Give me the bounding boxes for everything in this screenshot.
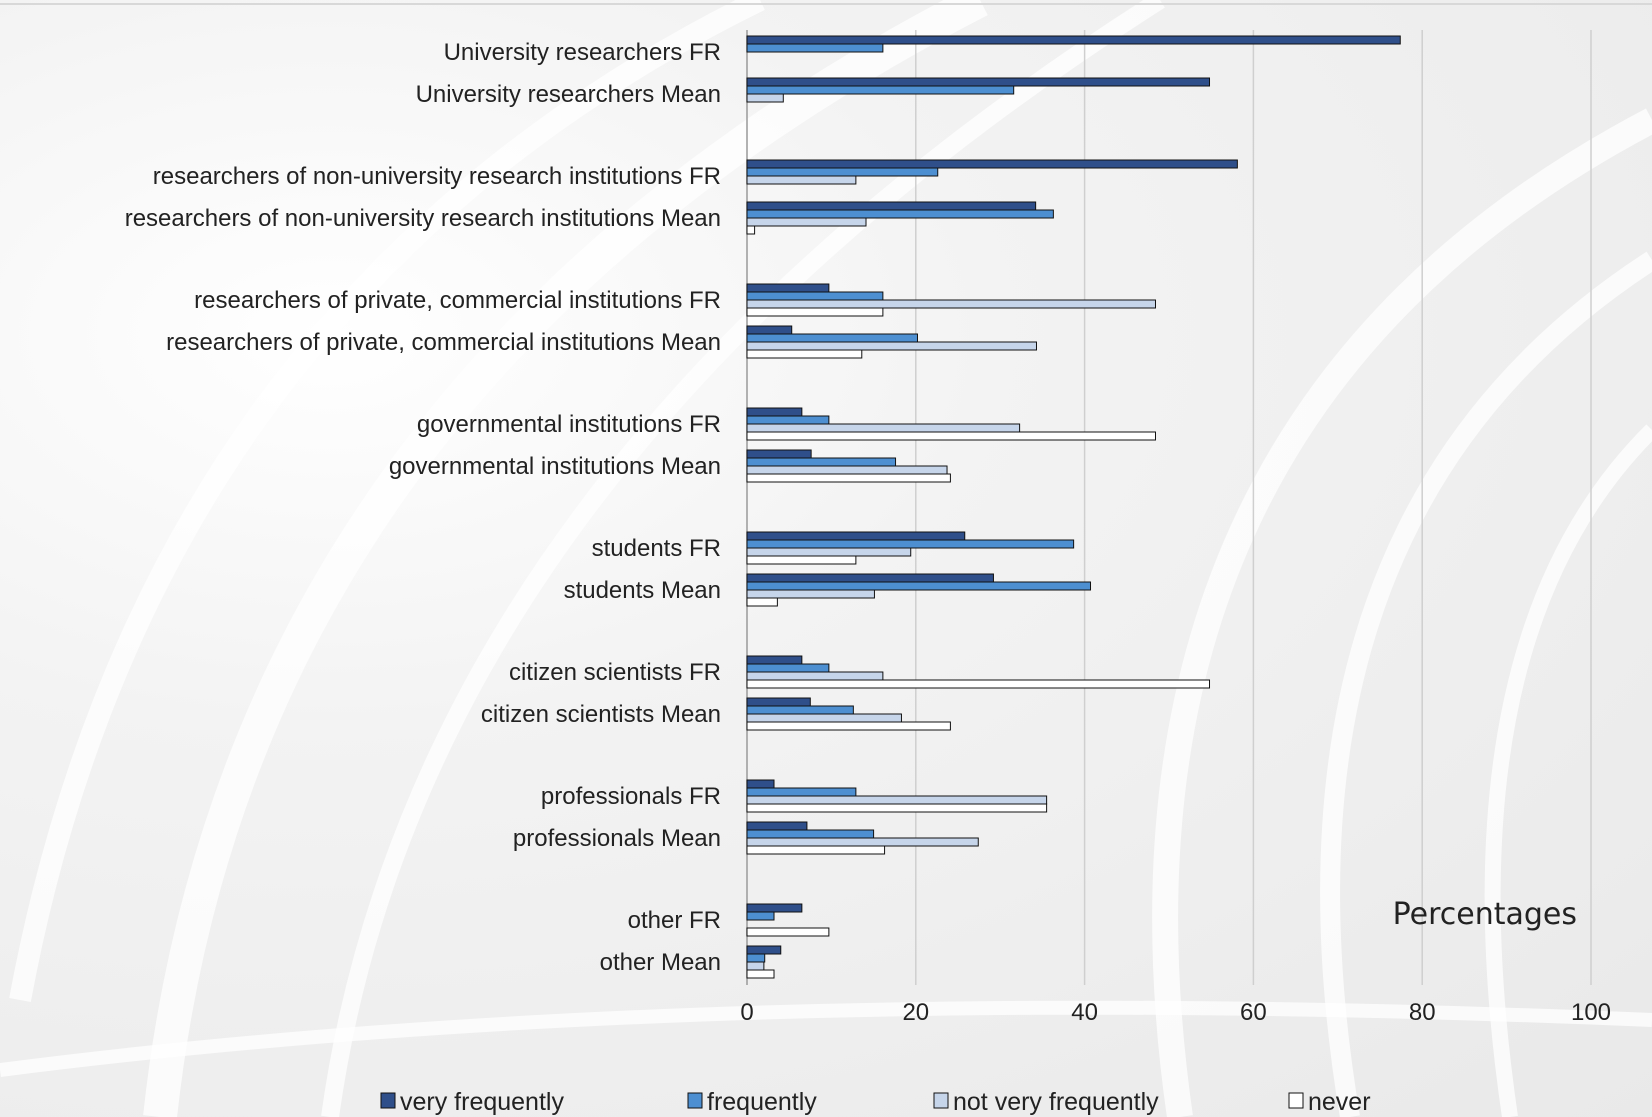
bar-frequently <box>746 953 766 963</box>
bar-frequently <box>746 209 1054 219</box>
bar-not-very-frequently <box>746 589 875 599</box>
bar-very-frequently <box>746 821 808 831</box>
x-tick-label: 0 <box>740 999 753 1026</box>
bar-very-frequently <box>746 655 803 665</box>
bar-very-frequently <box>746 283 830 293</box>
bar-not-very-frequently <box>746 217 867 227</box>
chart-annotation: Percentages <box>1393 897 1577 932</box>
category-label: governmental institutions Mean <box>389 453 721 480</box>
category-label: University researchers Mean <box>416 81 721 108</box>
bar-not-very-frequently <box>746 341 1037 351</box>
category-label: professionals FR <box>541 783 721 810</box>
x-tick-label: 40 <box>1071 999 1098 1026</box>
category-label: University researchers FR <box>444 39 721 66</box>
legend-swatch <box>1288 1092 1304 1109</box>
bar-not-very-frequently <box>746 961 765 971</box>
category-label: researchers of private, commercial insti… <box>166 329 721 356</box>
bar-never <box>746 803 1048 813</box>
category-label: researchers of private, commercial insti… <box>194 287 721 314</box>
x-tick-label: 20 <box>902 999 929 1026</box>
bar-not-very-frequently <box>746 547 912 557</box>
bar-very-frequently <box>746 697 811 707</box>
category-label: other Mean <box>600 949 721 976</box>
bar-frequently <box>746 167 939 177</box>
legend-label: frequently <box>707 1088 817 1116</box>
x-tick-labels: 0 20 40 60 80 100 <box>740 999 1611 1026</box>
legend: very frequently frequently not very freque… <box>380 1088 1371 1116</box>
bar-never <box>746 969 775 979</box>
bar-very-frequently <box>746 449 812 459</box>
x-tick-label: 60 <box>1240 999 1267 1026</box>
category-label: students Mean <box>564 577 721 604</box>
bar-frequently <box>746 829 875 839</box>
bar-not-very-frequently <box>746 175 857 185</box>
bar-not-very-frequently <box>746 795 1048 805</box>
bar-never <box>746 845 886 855</box>
bar-never <box>746 307 884 317</box>
bar-frequently <box>746 291 884 301</box>
legend-swatch <box>687 1092 703 1109</box>
bar-very-frequently <box>746 779 775 789</box>
bar-frequently <box>746 705 854 715</box>
bar-very-frequently <box>746 573 994 583</box>
legend-label: never <box>1308 1088 1371 1116</box>
bar-never <box>746 927 830 937</box>
legend-label: very frequently <box>400 1088 564 1116</box>
bar-never <box>746 225 756 235</box>
legend-swatch <box>933 1092 949 1109</box>
bar-frequently <box>746 85 1015 95</box>
bar-frequently <box>746 539 1075 549</box>
bar-never <box>746 349 863 359</box>
bar-very-frequently <box>746 945 782 955</box>
x-tick-label: 80 <box>1409 999 1436 1026</box>
bar-very-frequently <box>746 903 803 913</box>
category-label: researchers of non-university research i… <box>125 205 721 232</box>
bar-never <box>746 679 1211 689</box>
bar-never <box>746 431 1156 441</box>
category-labels: University researchers FR University rese… <box>125 39 721 976</box>
category-label: citizen scientists FR <box>509 659 721 686</box>
bar-frequently <box>746 663 830 673</box>
bar-frequently <box>746 43 884 53</box>
bar-very-frequently <box>746 407 803 417</box>
x-tick-label: 100 <box>1571 999 1611 1026</box>
bar-very-frequently <box>746 35 1401 45</box>
bar-very-frequently <box>746 325 793 335</box>
bar-frequently <box>746 787 857 797</box>
bar-frequently <box>746 457 897 467</box>
bar-not-very-frequently <box>746 671 884 681</box>
legend-label: not very frequently <box>953 1088 1159 1116</box>
bar-not-very-frequently <box>746 93 784 103</box>
bar-frequently <box>746 911 775 921</box>
category-label: other FR <box>628 907 721 934</box>
bar-never <box>746 597 778 607</box>
bar-not-very-frequently <box>746 837 979 847</box>
bar-never <box>746 473 951 483</box>
bar-very-frequently <box>746 159 1238 169</box>
bar-not-very-frequently <box>746 299 1156 309</box>
bar-not-very-frequently <box>746 423 1021 433</box>
bar-frequently <box>746 333 918 343</box>
category-label: students FR <box>592 535 721 562</box>
bar-very-frequently <box>746 77 1211 87</box>
bars <box>746 35 1401 979</box>
bar-never <box>746 721 951 731</box>
bar-not-very-frequently <box>746 465 948 475</box>
bar-never <box>746 555 857 565</box>
bar-not-very-frequently <box>746 713 902 723</box>
legend-swatch <box>380 1092 396 1109</box>
category-label: professionals Mean <box>513 825 721 852</box>
bar-frequently <box>746 581 1092 591</box>
category-label: researchers of non-university research i… <box>153 163 721 190</box>
bar-frequently <box>746 415 830 425</box>
category-label: governmental institutions FR <box>417 411 721 438</box>
bar-very-frequently <box>746 201 1037 211</box>
category-label: citizen scientists Mean <box>481 701 721 728</box>
bar-very-frequently <box>746 531 966 541</box>
